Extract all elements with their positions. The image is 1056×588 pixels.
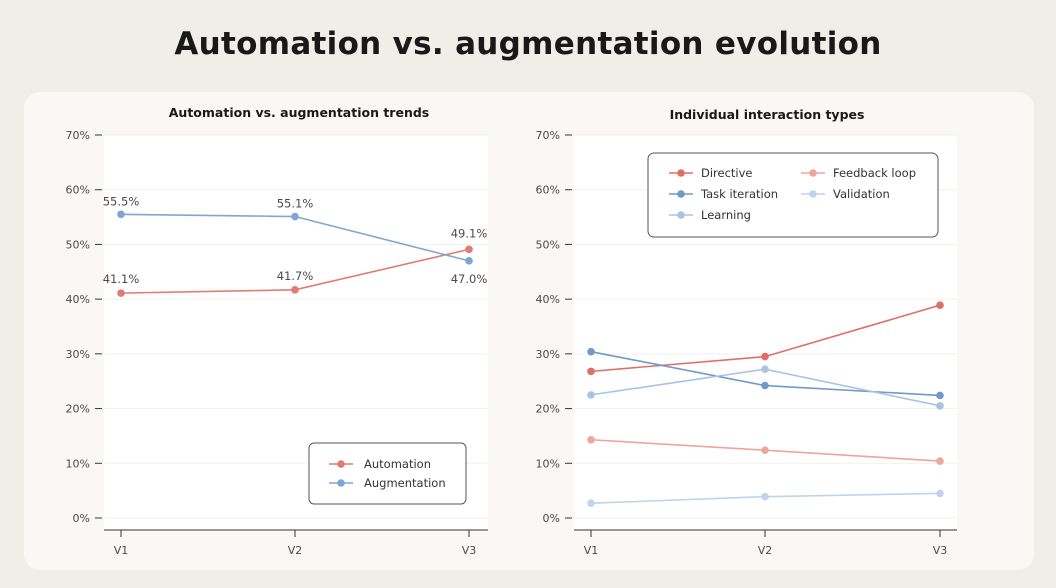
legend-label: Learning bbox=[701, 208, 751, 222]
data-point bbox=[761, 492, 769, 501]
data-label: 41.1% bbox=[103, 272, 140, 286]
legend-marker bbox=[809, 169, 817, 177]
y-tick-label: 20% bbox=[536, 403, 560, 416]
chart-title: Automation vs. augmentation trends bbox=[169, 105, 429, 120]
y-tick-label: 40% bbox=[66, 293, 90, 306]
legend-marker bbox=[337, 479, 345, 487]
data-point bbox=[761, 381, 769, 390]
data-label: 55.5% bbox=[103, 194, 140, 208]
y-tick-label: 30% bbox=[66, 348, 90, 361]
data-point bbox=[761, 446, 769, 454]
chart-title: Individual interaction types bbox=[670, 107, 865, 122]
y-tick-label: 40% bbox=[536, 293, 560, 306]
x-tick-label: V3 bbox=[462, 544, 477, 557]
data-point bbox=[936, 402, 944, 410]
y-tick-label: 20% bbox=[66, 403, 90, 416]
data-point bbox=[936, 457, 944, 465]
data-point bbox=[587, 391, 595, 399]
legend-marker bbox=[677, 211, 685, 219]
data-point bbox=[587, 499, 595, 508]
data-point bbox=[936, 489, 944, 498]
y-tick-label: 50% bbox=[66, 238, 90, 251]
data-label: 41.7% bbox=[277, 269, 314, 283]
y-tick-label: 70% bbox=[536, 129, 560, 142]
data-point bbox=[465, 257, 473, 265]
y-tick-label: 60% bbox=[66, 184, 90, 197]
y-tick-label: 60% bbox=[536, 184, 560, 197]
data-point bbox=[587, 435, 595, 444]
data-label: 55.1% bbox=[277, 197, 314, 211]
legend-marker bbox=[809, 190, 817, 198]
data-point bbox=[587, 347, 595, 356]
legend-label: Augmentation bbox=[364, 476, 446, 490]
data-label: 49.1% bbox=[451, 226, 488, 240]
legend-label: Directive bbox=[701, 166, 753, 180]
y-tick-label: 50% bbox=[536, 238, 560, 251]
y-tick-label: 0% bbox=[73, 512, 90, 525]
data-point bbox=[291, 286, 299, 294]
legend-marker bbox=[337, 460, 345, 468]
data-point bbox=[291, 212, 299, 221]
data-label: 47.0% bbox=[451, 272, 488, 286]
data-point bbox=[117, 289, 125, 297]
legend-marker bbox=[677, 190, 685, 198]
data-point bbox=[761, 365, 769, 373]
x-tick-label: V2 bbox=[288, 544, 303, 557]
y-tick-label: 70% bbox=[66, 129, 90, 142]
y-tick-label: 10% bbox=[66, 457, 90, 470]
legend-label: Validation bbox=[833, 187, 890, 201]
legend-label: Task iteration bbox=[700, 187, 778, 201]
legend-label: Feedback loop bbox=[833, 166, 916, 180]
x-tick-label: V3 bbox=[933, 544, 948, 557]
data-point bbox=[117, 210, 125, 219]
data-point bbox=[761, 352, 769, 361]
y-tick-label: 30% bbox=[536, 348, 560, 361]
y-tick-label: 0% bbox=[543, 512, 560, 525]
y-tick-label: 10% bbox=[536, 457, 560, 470]
legend-box bbox=[308, 442, 467, 505]
x-tick-label: V1 bbox=[114, 544, 129, 557]
x-tick-label: V1 bbox=[584, 544, 599, 557]
legend-label: Automation bbox=[364, 457, 431, 471]
data-point bbox=[936, 301, 944, 309]
legend-marker bbox=[677, 169, 685, 177]
legend-box bbox=[647, 152, 939, 238]
page-title: Automation vs. augmentation evolution bbox=[174, 26, 882, 62]
data-point bbox=[465, 245, 473, 254]
data-point bbox=[587, 367, 595, 376]
data-point bbox=[936, 391, 944, 400]
x-tick-label: V2 bbox=[758, 544, 773, 557]
